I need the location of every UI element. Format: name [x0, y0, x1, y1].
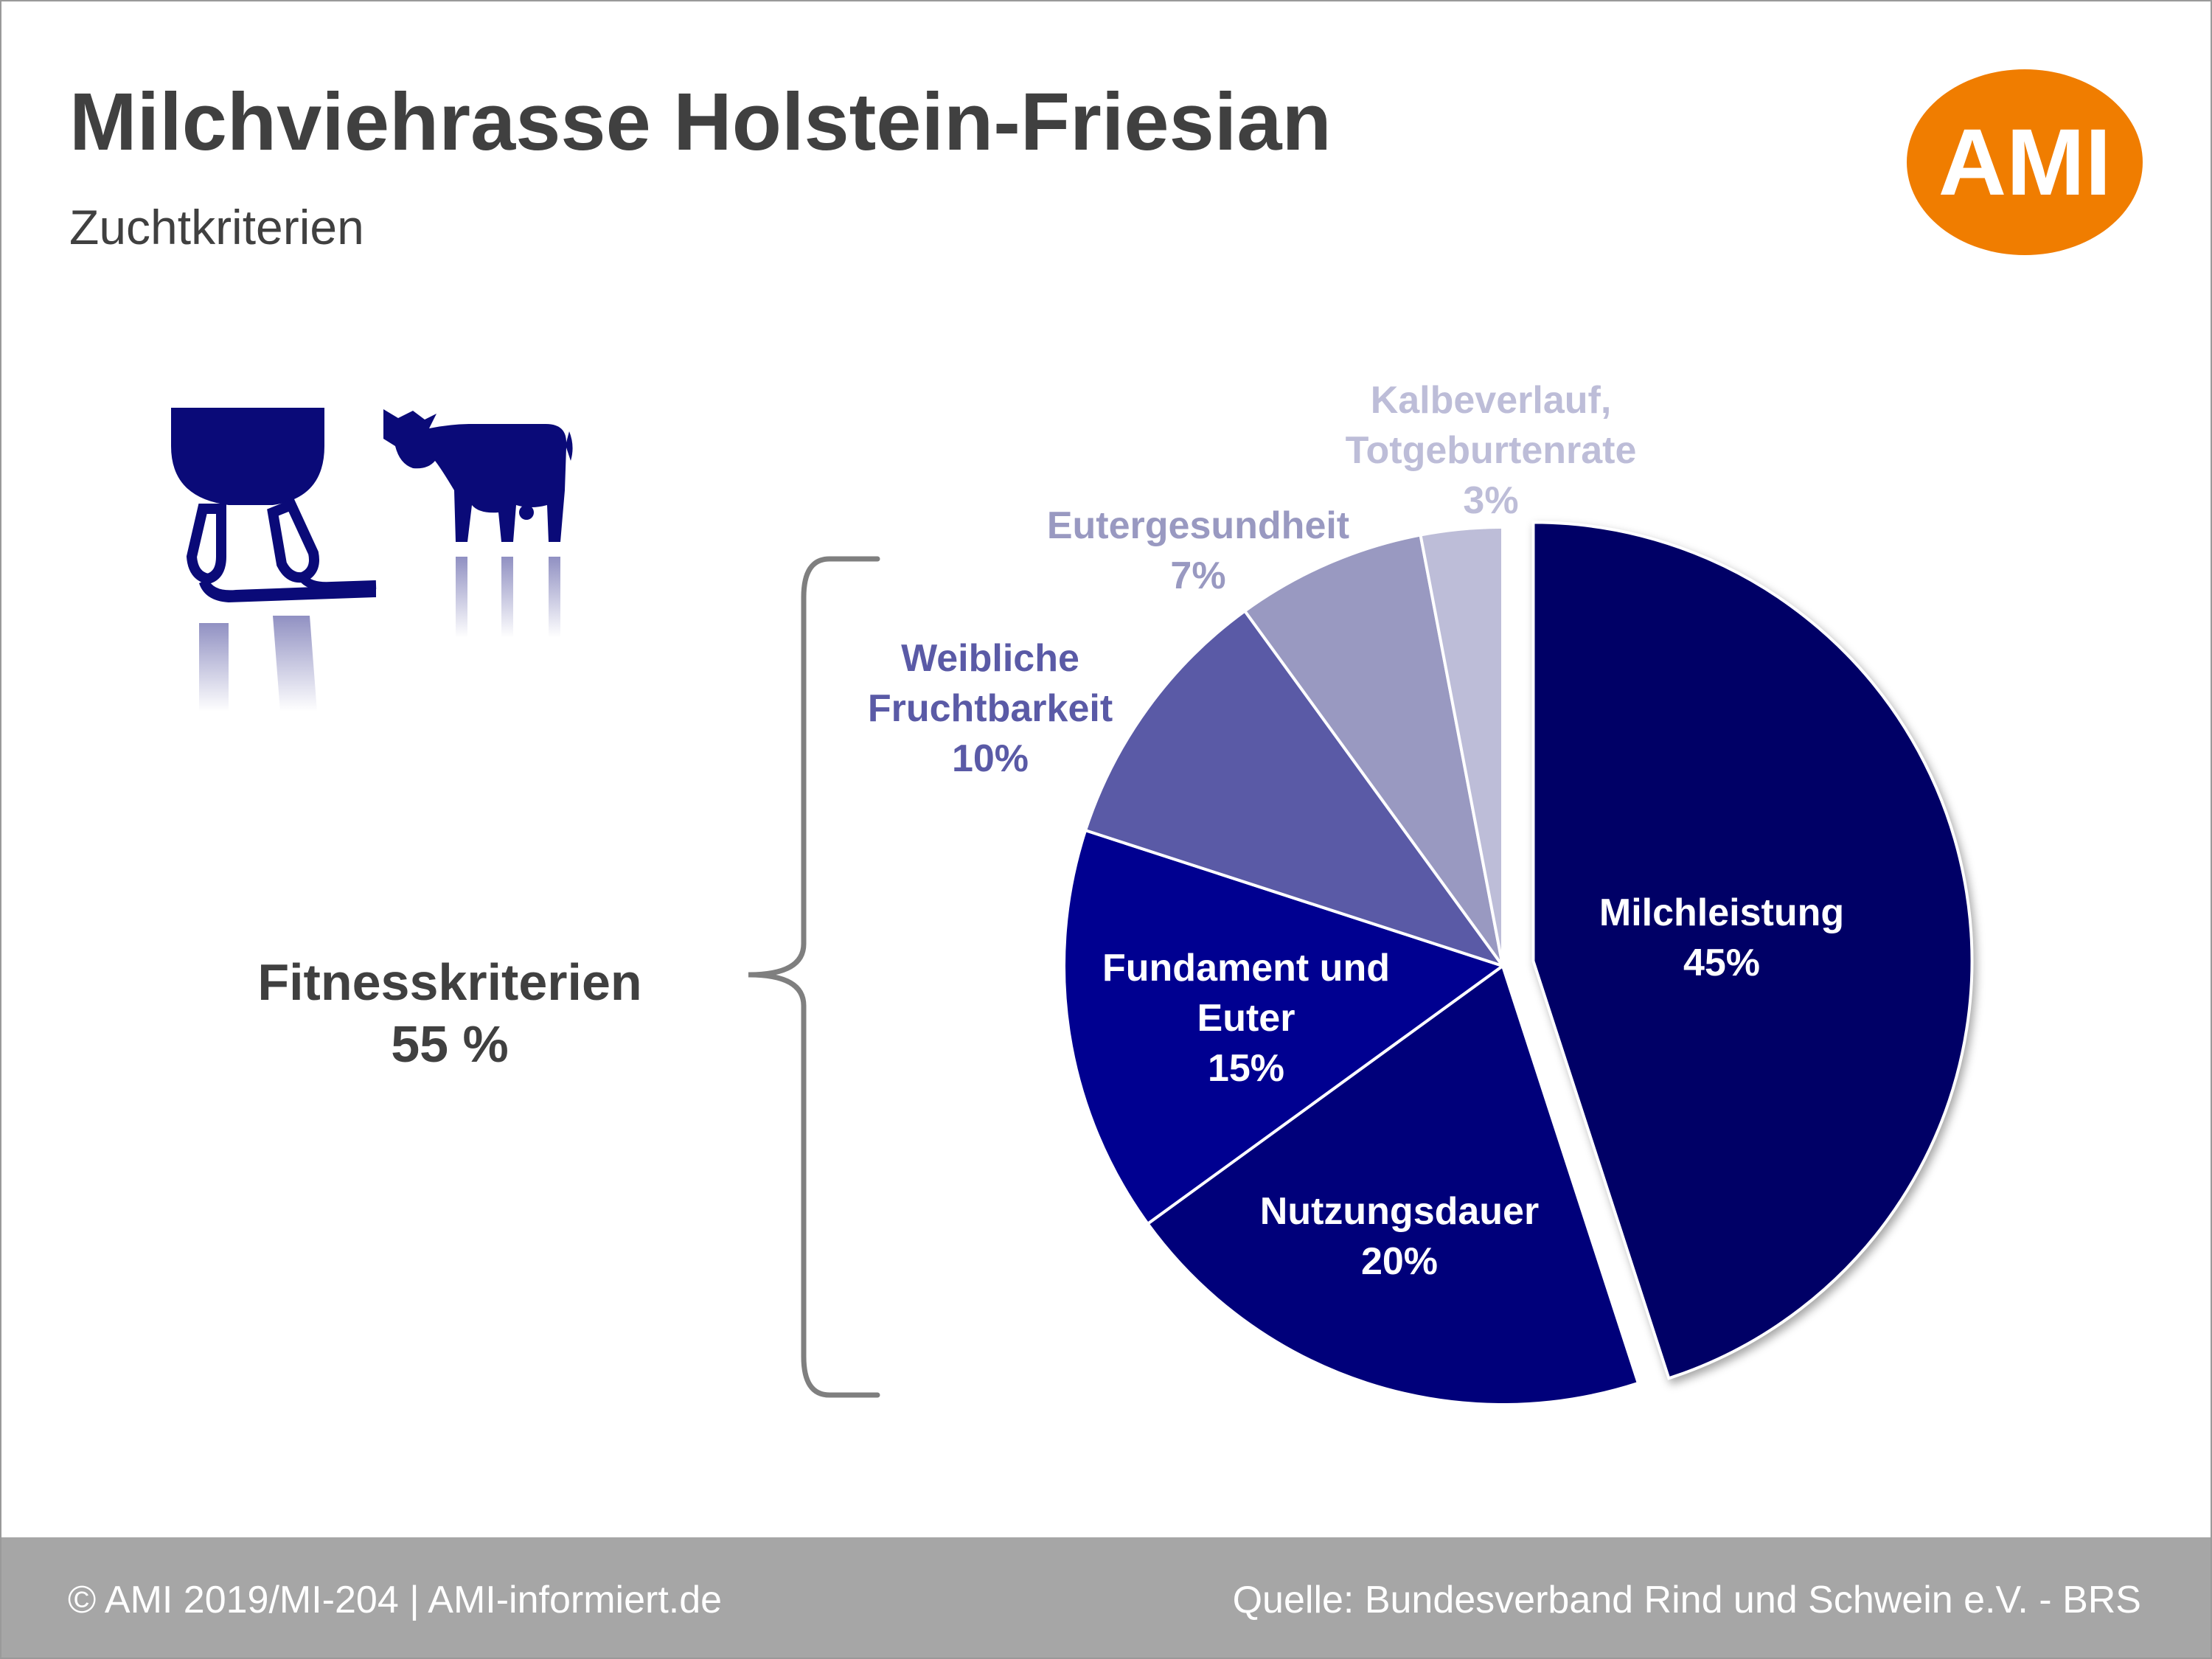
pie-label-line: Nutzungsdauer — [1260, 1190, 1539, 1233]
pie-label-line: Eutergesundheit — [1047, 504, 1349, 547]
ami-logo-text: AMI — [1938, 110, 2112, 215]
pie-label-fundament-und-euter: Fundament und Euter 15% — [1102, 947, 1390, 1090]
pie-label-line: 20% — [1361, 1240, 1438, 1283]
pie-label-nutzungsdauer: Nutzungsdauer 20% — [1260, 1190, 1539, 1283]
pie-label-line: Fundament und — [1102, 947, 1390, 990]
page-subtitle: Zuchtkriterien — [69, 200, 364, 254]
pie-slice-eutergesundheit — [1242, 533, 1504, 967]
footer-copyright: © AMI 2019/MI-204 | AMI-informiert.de — [68, 1579, 723, 1621]
pie-slice-weibliche-fruchtbarkeit — [1083, 608, 1507, 969]
milking-machine-icon — [171, 408, 377, 602]
fitness-criteria-label: Fitnesskriterien 55 % — [221, 951, 678, 1075]
fitness-bracket — [748, 556, 880, 1398]
pie-label-line: Euter — [1197, 997, 1295, 1040]
pie-label-weibliche-fruchtbarkeit: Weibliche Fruchtbarkeit 10% — [868, 637, 1113, 780]
footer-source: Quelle: Bundesverband Rind und Schwein e… — [1232, 1579, 2141, 1621]
pie-slice-milchleistung — [1531, 521, 1974, 1380]
pie-label-line: 10% — [952, 737, 1029, 780]
footer-bar — [1, 1537, 2211, 1658]
pie-slice-nutzungsdauer — [1145, 963, 1641, 1406]
pie-label-line: 45% — [1683, 942, 1760, 984]
pie-label-line: Totgeburtenrate — [1346, 429, 1637, 472]
pie-chart: Milchleistung 45% Nutzungsdauer 20% Fundamen… — [868, 379, 1974, 1406]
pie-label-line: Weibliche — [901, 637, 1079, 680]
pie-label-line: Fruchtbarkeit — [868, 687, 1113, 730]
pie-label-eutergesundheit: Eutergesundheit 7% — [1047, 504, 1349, 597]
page-title: Milchviehrasse Holstein-Friesian — [69, 77, 1332, 167]
pie-label-line: Kalbeverlauf, — [1371, 379, 1612, 422]
pie-label-line: Milchleistung — [1599, 891, 1844, 934]
pie-slice-kalbeverlauf-totgeburtenrate — [1419, 525, 1504, 967]
pie-label-line: 7% — [1170, 554, 1225, 597]
pie-label-kalbeverlauf-totgeburtenrate: Kalbeverlauf, Totgeburtenrate 3% — [1346, 379, 1637, 522]
pie-label-line: 3% — [1463, 479, 1518, 522]
fitness-criteria-title: Fitnesskriterien — [257, 953, 642, 1011]
pie-label-line: 15% — [1208, 1047, 1284, 1090]
ami-logo: AMI — [1907, 69, 2143, 255]
cow-icon — [383, 409, 573, 542]
milking-cow-icon — [171, 408, 573, 712]
fitness-criteria-value: 55 % — [391, 1015, 509, 1073]
pie-slice-fundament-und-euter — [1062, 828, 1506, 1226]
icon-reflection — [199, 557, 560, 712]
pie-label-milchleistung: Milchleistung 45% — [1599, 891, 1844, 984]
